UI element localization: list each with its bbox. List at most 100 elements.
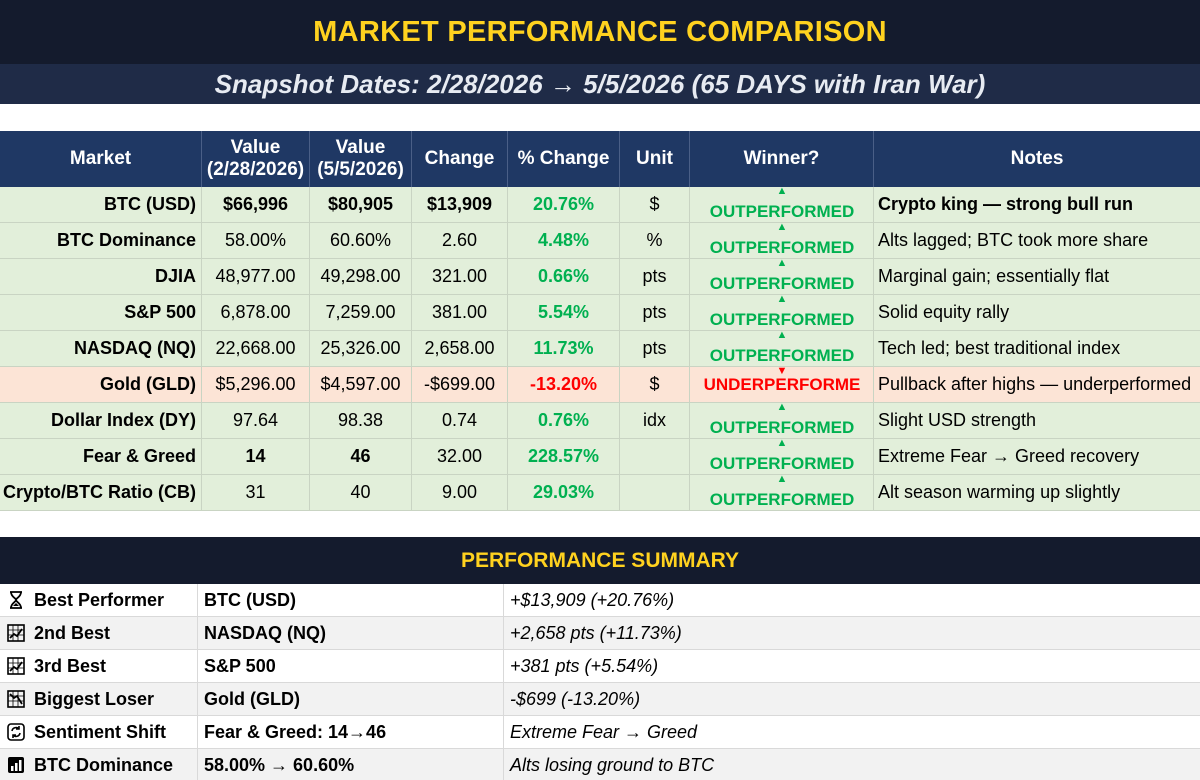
- change-value: 2.60: [412, 223, 508, 259]
- notes: Slight USD strength: [874, 403, 1200, 439]
- summary-detail: -$699 (-13.20%): [510, 688, 641, 709]
- value-end: 46: [310, 439, 412, 475]
- winner-status: OUTPERFORMED: [709, 346, 855, 365]
- summary-row: Biggest Loser Gold (GLD) -$699 (-13.20%): [0, 683, 1200, 716]
- value-start: 48,977.00: [202, 259, 310, 295]
- summary-row: Sentiment Shift Fear & Greed: 14→46 Extrem…: [0, 716, 1200, 749]
- summary-label-cell: Sentiment Shift: [0, 716, 198, 748]
- table-row: DJIA 48,977.00 49,298.00 321.00 0.66% pts ▲ OUT…: [0, 259, 1200, 295]
- hourglass-icon: [6, 590, 26, 610]
- header-pct-change: % Change: [508, 131, 620, 187]
- table-header: Market Value (2/28/2026) Value (5/5/2026) …: [0, 131, 1200, 187]
- summary-title-bar: PERFORMANCE SUMMARY: [0, 537, 1200, 584]
- header-winner: Winner?: [690, 131, 874, 187]
- snapshot-bar: Snapshot Dates: 2/28/2026 → 5/5/2026 (65…: [0, 64, 1200, 104]
- up-arrow-icon: ▲: [776, 259, 788, 269]
- notes: Crypto king — strong bull run: [874, 187, 1200, 223]
- summary-label-cell: Best Performer: [0, 584, 198, 616]
- up-arrow-icon: ▲: [776, 403, 788, 413]
- value-start: 14: [202, 439, 310, 475]
- summary-title: PERFORMANCE SUMMARY: [460, 548, 740, 572]
- cycle-icon: [6, 722, 26, 742]
- notes: Solid equity rally: [874, 295, 1200, 331]
- summary-asset: BTC (USD): [198, 584, 504, 616]
- winner-cell: ▲ OUTPERFORMED: [690, 439, 874, 475]
- market-name: Gold (GLD): [0, 367, 202, 403]
- summary-label: Biggest Loser: [34, 688, 155, 709]
- bar-chart-icon: [6, 755, 26, 775]
- value-end: $4,597.00: [310, 367, 412, 403]
- summary-table: Best Performer BTC (USD) +$13,909 (+20.76%…: [0, 584, 1200, 780]
- notes: Marginal gain; essentially flat: [874, 259, 1200, 295]
- summary-detail: Alts losing ground to BTC: [510, 754, 715, 775]
- summary-label: 2nd Best: [34, 622, 111, 643]
- value-end: 40: [310, 475, 412, 511]
- table-row: Fear & Greed 14 46 32.00 228.57% ▲ OUTPERFORME…: [0, 439, 1200, 475]
- summary-label: Sentiment Shift: [34, 721, 167, 742]
- up-arrow-icon: ▲: [776, 295, 788, 305]
- winner-cell: ▲ OUTPERFORMED: [690, 259, 874, 295]
- winner-status: OUTPERFORMED: [709, 490, 855, 509]
- value-start: 6,878.00: [202, 295, 310, 331]
- up-arrow-icon: ▲: [776, 475, 788, 485]
- table-body: BTC (USD) $66,996 $80,905 $13,909 20.76% $ ▲ OU…: [0, 187, 1200, 511]
- market-name: BTC (USD): [0, 187, 202, 223]
- change-value: 0.74: [412, 403, 508, 439]
- summary-label: BTC Dominance: [34, 754, 174, 775]
- winner-cell: ▲ OUTPERFORMED: [690, 331, 874, 367]
- summary-label-cell: BTC Dominance: [0, 749, 198, 780]
- table-row: NASDAQ (NQ) 22,668.00 25,326.00 2,658.00 11.…: [0, 331, 1200, 367]
- winner-cell: ▲ OUTPERFORMED: [690, 187, 874, 223]
- winner-cell: ▲ OUTPERFORMED: [690, 403, 874, 439]
- change-value: 2,658.00: [412, 331, 508, 367]
- header-notes: Notes: [1010, 148, 1064, 169]
- change-value: 32.00: [412, 439, 508, 475]
- value-start: 97.64: [202, 403, 310, 439]
- chart-down-icon: [6, 689, 26, 709]
- pct-change: 5.54%: [508, 295, 620, 331]
- summary-row: BTC Dominance 58.00% → 60.60% Alts losing …: [0, 749, 1200, 780]
- title-bar: MARKET PERFORMANCE COMPARISON: [0, 0, 1200, 64]
- pct-change: 0.76%: [508, 403, 620, 439]
- value-end: 98.38: [310, 403, 412, 439]
- page-title: MARKET PERFORMANCE COMPARISON: [313, 15, 887, 48]
- table-row: BTC Dominance 58.00% 60.60% 2.60 4.48%% ▲ OUTP…: [0, 223, 1200, 259]
- market-name: Fear & Greed: [0, 439, 202, 475]
- up-arrow-icon: ▲: [776, 187, 788, 197]
- pct-change: 0.66%: [508, 259, 620, 295]
- market-name: Dollar Index (DY): [0, 403, 202, 439]
- change-value: 9.00: [412, 475, 508, 511]
- unit: [620, 475, 690, 511]
- table-row: S&P 500 6,878.00 7,259.00 381.00 5.54% pts ▲ OU…: [0, 295, 1200, 331]
- winner-status: OUTPERFORMED: [709, 310, 855, 329]
- value-end: 7,259.00: [310, 295, 412, 331]
- pct-change: 4.48%: [508, 223, 620, 259]
- summary-detail: Extreme Fear → Greed: [510, 721, 698, 742]
- pct-change: 228.57%: [508, 439, 620, 475]
- winner-status: OUTPERFORMED: [709, 238, 855, 257]
- summary-row: 3rd Best S&P 500 +381 pts (+5.54%): [0, 650, 1200, 683]
- winner-cell: ▲ OUTPERFORMED: [690, 475, 874, 511]
- value-start: 31: [202, 475, 310, 511]
- pct-change: 11.73%: [508, 331, 620, 367]
- table-row: BTC (USD) $66,996 $80,905 $13,909 20.76% $ ▲ OU…: [0, 187, 1200, 223]
- unit: pts: [620, 331, 690, 367]
- pct-change: 29.03%: [508, 475, 620, 511]
- summary-row: Best Performer BTC (USD) +$13,909 (+20.76%…: [0, 584, 1200, 617]
- winner-status: OUTPERFORMED: [709, 418, 855, 437]
- notes: Tech led; best traditional index: [874, 331, 1200, 367]
- summary-label-cell: Biggest Loser: [0, 683, 198, 715]
- summary-label-cell: 2nd Best: [0, 617, 198, 649]
- winner-cell: ▲ OUTPERFORMED: [690, 223, 874, 259]
- chart-icon: [6, 623, 26, 643]
- summary-label: 3rd Best: [34, 655, 107, 676]
- pct-change: 20.76%: [508, 187, 620, 223]
- table-row: Crypto/BTC Ratio (CB) 31 40 9.00 29.03% ▲ OUTP…: [0, 475, 1200, 511]
- spacer: [0, 104, 1200, 131]
- winner-status: OUTPERFORMED: [709, 454, 855, 473]
- up-arrow-icon: ▲: [776, 223, 788, 233]
- winner-cell: ▼ UNDERPERFORME: [690, 367, 874, 403]
- unit: $: [620, 367, 690, 403]
- unit: [620, 439, 690, 475]
- summary-detail: +$13,909 (+20.76%): [510, 589, 675, 610]
